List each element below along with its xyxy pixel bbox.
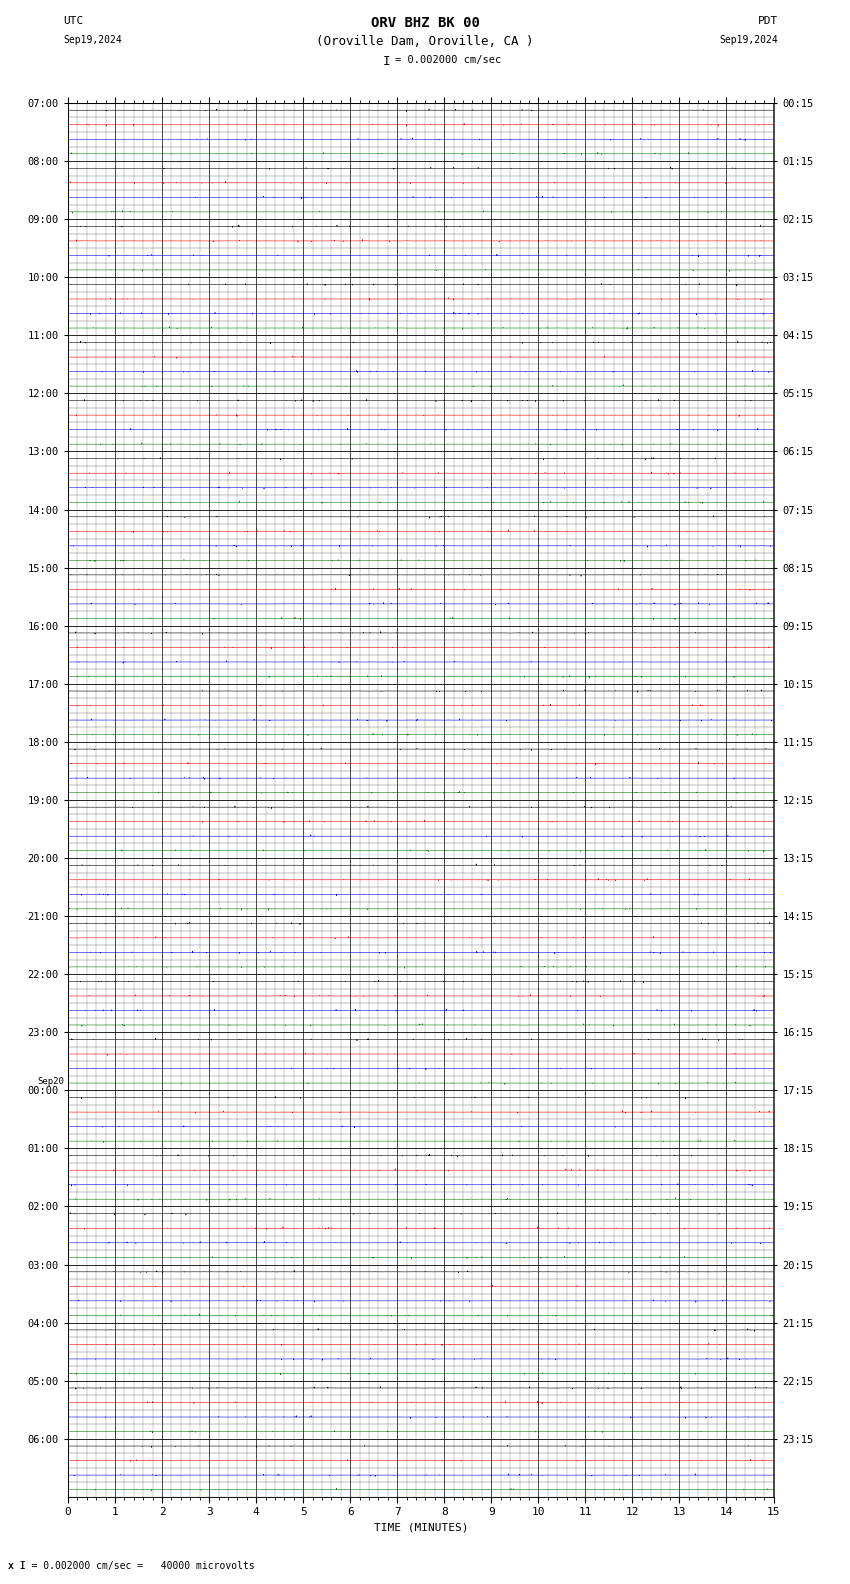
Text: (Oroville Dam, Oroville, CA ): (Oroville Dam, Oroville, CA ) — [316, 35, 534, 48]
X-axis label: TIME (MINUTES): TIME (MINUTES) — [373, 1522, 468, 1533]
Text: PDT: PDT — [757, 16, 778, 25]
Text: Sep19,2024: Sep19,2024 — [719, 35, 778, 44]
Text: = 0.002000 cm/sec: = 0.002000 cm/sec — [395, 55, 501, 65]
Text: I: I — [383, 55, 390, 68]
Text: ORV BHZ BK 00: ORV BHZ BK 00 — [371, 16, 479, 30]
Text: x I = 0.002000 cm/sec =   40000 microvolts: x I = 0.002000 cm/sec = 40000 microvolts — [8, 1562, 255, 1571]
Text: x I: x I — [8, 1562, 26, 1571]
Text: Sep19,2024: Sep19,2024 — [64, 35, 122, 44]
Text: UTC: UTC — [64, 16, 84, 25]
Text: Sep20: Sep20 — [37, 1077, 65, 1087]
